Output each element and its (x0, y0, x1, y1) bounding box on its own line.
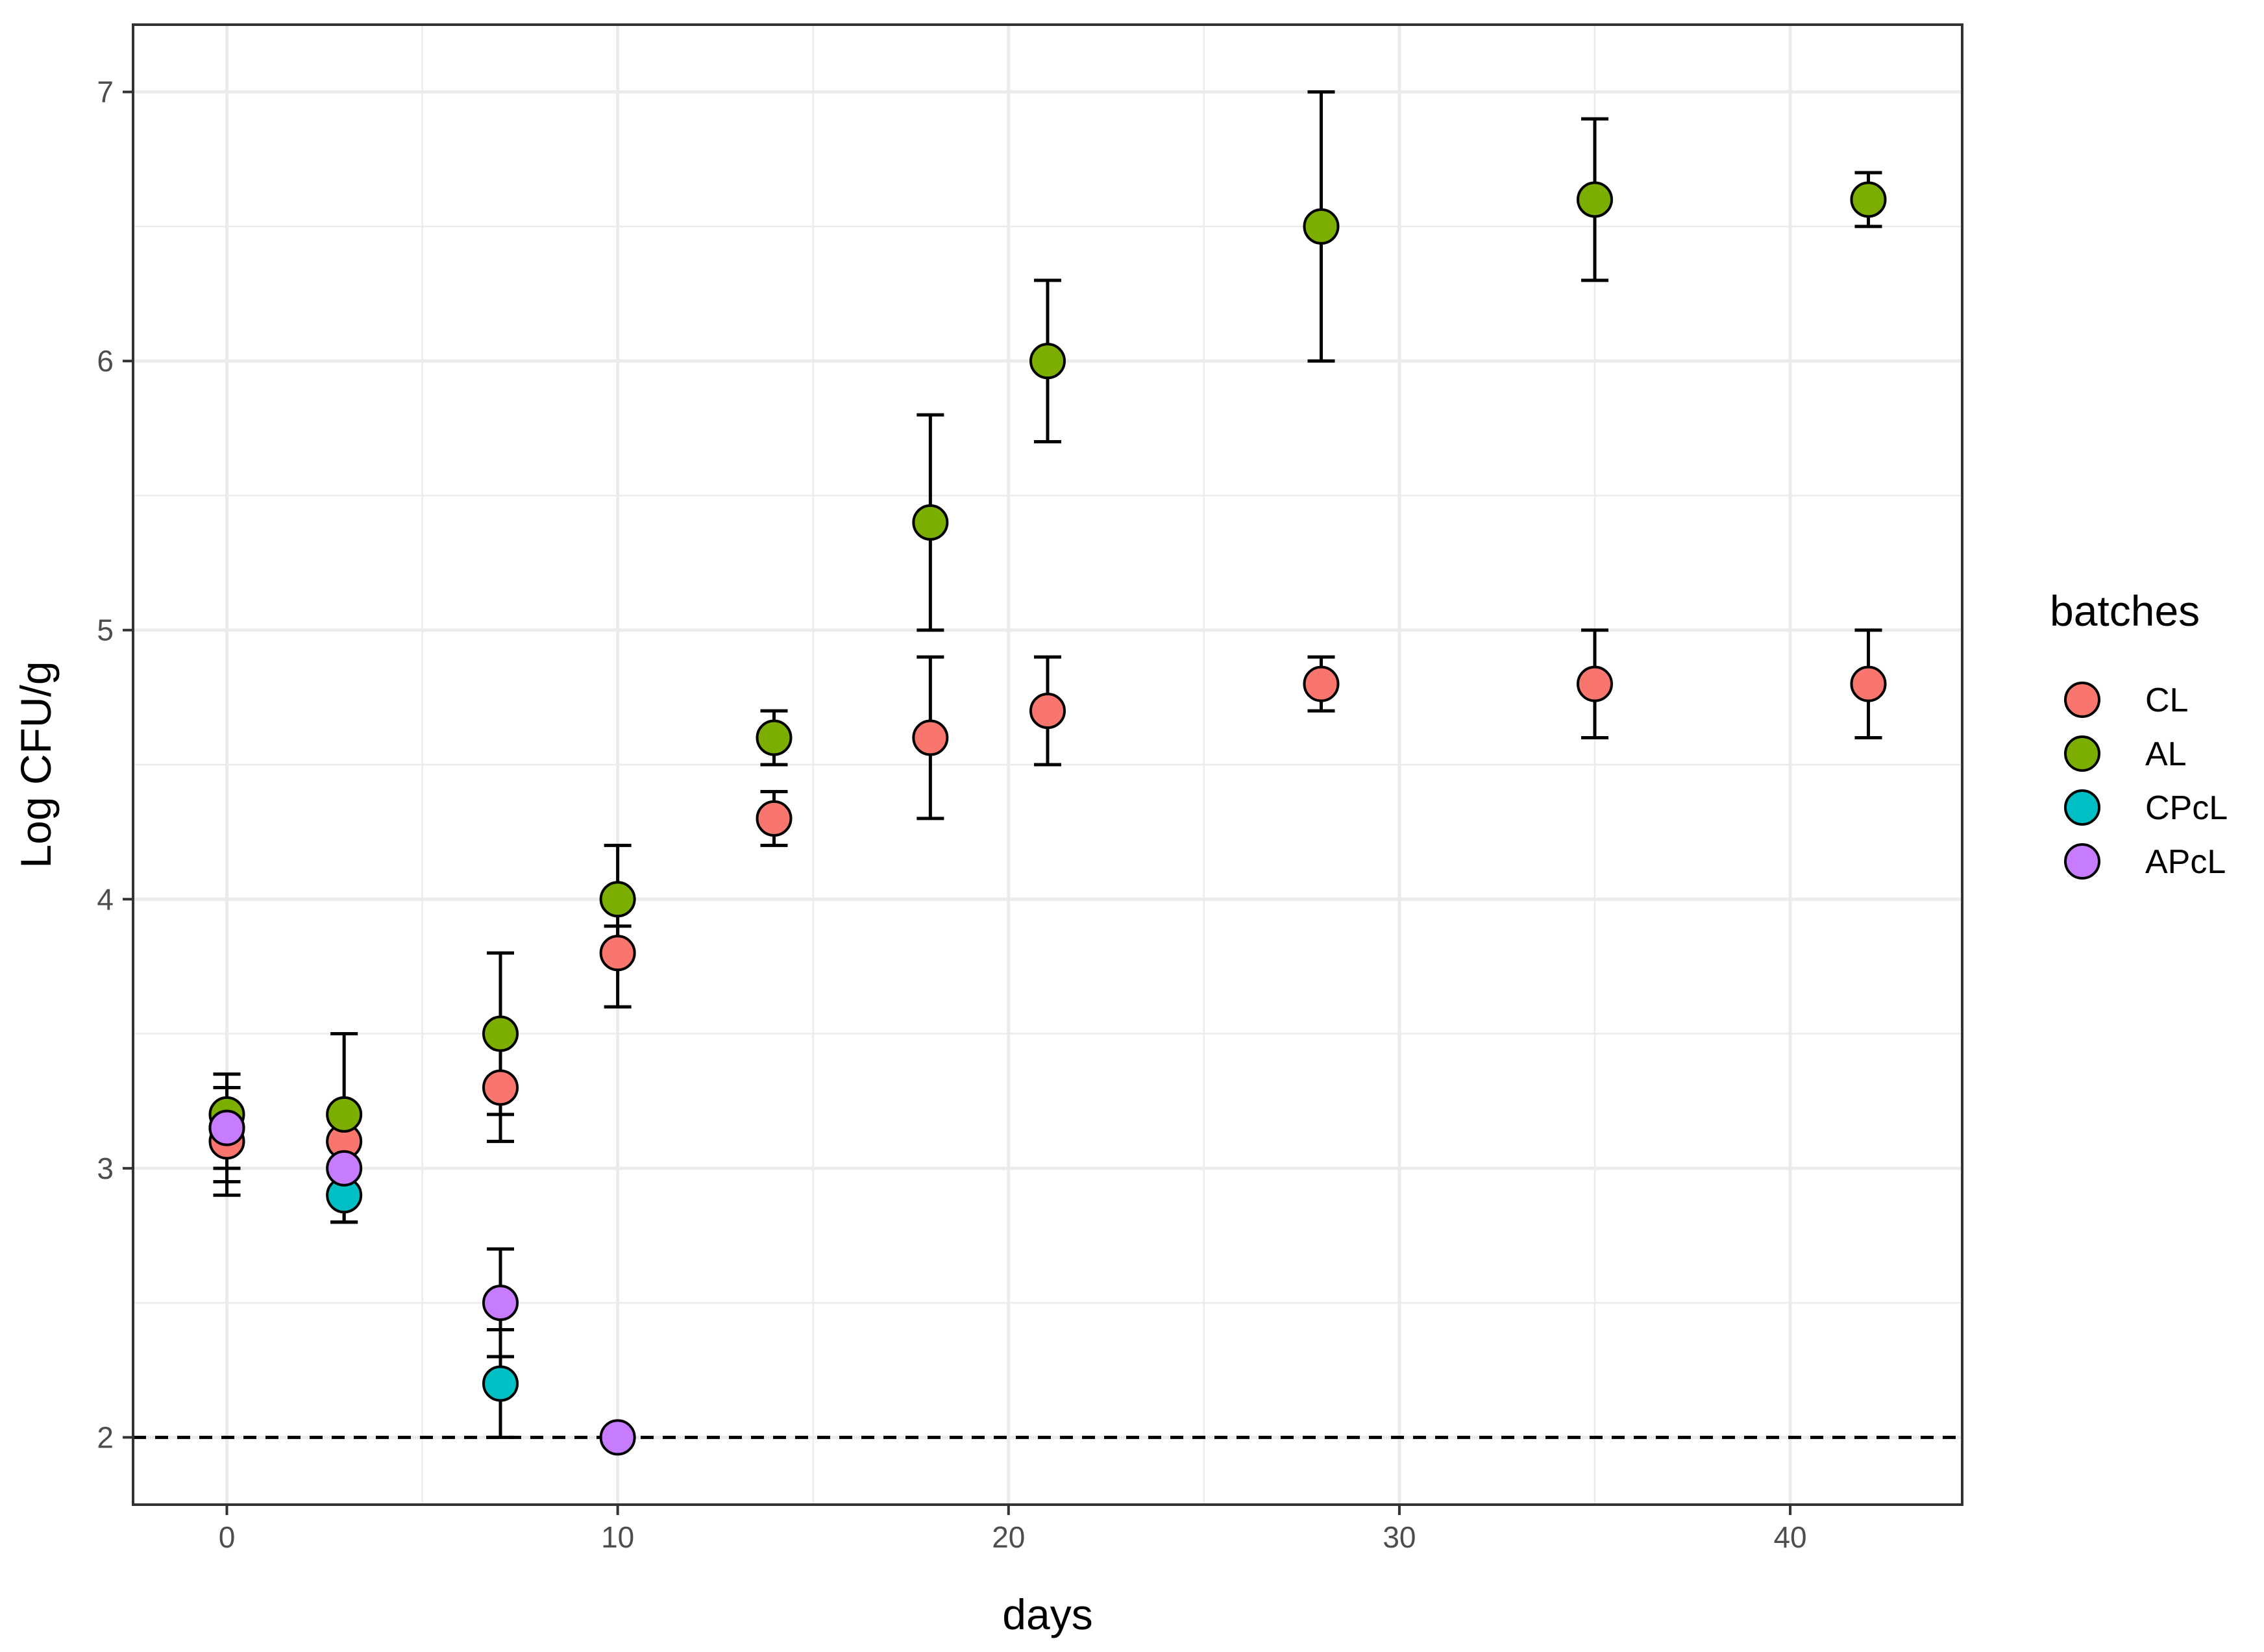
x-tick-label: 0 (219, 1520, 236, 1554)
point-apcl (326, 1150, 363, 1187)
point-cl (1029, 693, 1066, 730)
y-tick-label: 2 (97, 1420, 114, 1454)
point-al (912, 504, 949, 541)
y-tick-label: 3 (97, 1152, 114, 1185)
legend-label-cpcl: CPcL (2145, 789, 2228, 827)
point-al (1576, 181, 1613, 218)
point-cl (1303, 665, 1340, 702)
point-cl (599, 935, 636, 972)
legend-label-al: AL (2145, 735, 2187, 773)
legend-key-cl (2064, 682, 2100, 718)
point-cl (756, 800, 793, 837)
point-cl (912, 719, 949, 756)
axes: 0 10 20 30 40 2 3 4 5 6 7 (97, 75, 1806, 1554)
point-al (1303, 208, 1340, 245)
point-apcl (208, 1109, 245, 1146)
point-al (756, 719, 793, 756)
y-tick-label: 4 (97, 882, 114, 916)
point-cpcl (482, 1365, 519, 1402)
point-al (482, 1015, 519, 1052)
point-cl (482, 1069, 519, 1106)
x-tick-label: 30 (1383, 1520, 1416, 1554)
legend-key-cpcl (2064, 789, 2100, 826)
point-apcl (599, 1419, 636, 1456)
legend-title: batches (2050, 587, 2200, 635)
legend-key-apcl (2064, 843, 2100, 880)
plot-border (132, 23, 1963, 1506)
x-tick-label: 10 (601, 1520, 634, 1554)
y-tick-label: 6 (97, 344, 114, 378)
data-points (208, 181, 1887, 1456)
legend: batches CL AL CPcL APcL (2050, 587, 2228, 881)
legend-key-al (2064, 735, 2100, 772)
legend-label-apcl: APcL (2145, 843, 2226, 881)
x-axis-title: days (1002, 1590, 1092, 1638)
x-tick-label: 40 (1773, 1520, 1806, 1554)
y-tick-label: 5 (97, 613, 114, 647)
point-al (599, 881, 636, 918)
y-axis-title: Log CFU/g (12, 661, 60, 868)
y-tick-label: 7 (97, 75, 114, 109)
point-al (1850, 181, 1887, 218)
point-al (1029, 343, 1066, 380)
legend-label-cl: CL (2145, 682, 2188, 719)
point-cl (1850, 665, 1887, 702)
x-tick-label: 20 (992, 1520, 1025, 1554)
point-al (326, 1096, 363, 1133)
point-apcl (482, 1285, 519, 1322)
point-cl (1576, 665, 1613, 702)
